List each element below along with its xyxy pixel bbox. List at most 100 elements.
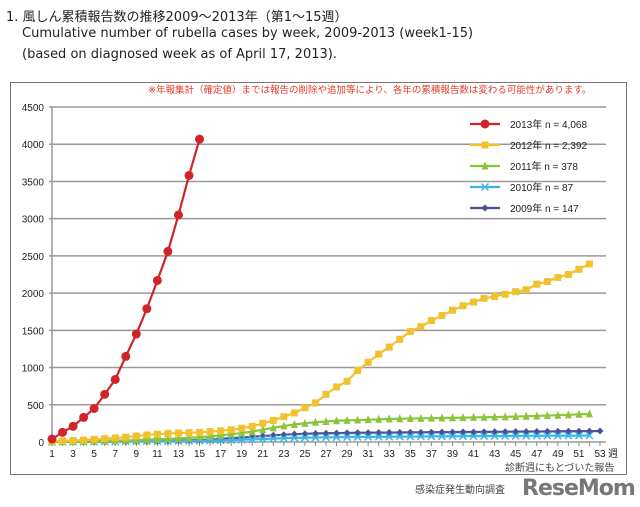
title-jp: 1. 風しん累積報告数の推移2009～2013年（第1～15週） bbox=[6, 10, 348, 25]
data-point bbox=[68, 421, 78, 431]
data-point bbox=[89, 404, 99, 413]
chart-frame bbox=[10, 82, 627, 475]
data-point bbox=[321, 433, 331, 442]
x-tick-label: 31 bbox=[363, 449, 375, 460]
data-point bbox=[333, 383, 341, 391]
y-tick-label: 500 bbox=[27, 401, 44, 412]
footer-line1: 診断週にもとづいた報告 bbox=[505, 463, 615, 474]
data-point bbox=[458, 432, 468, 441]
y-tick-label: 2500 bbox=[22, 252, 45, 263]
data-point bbox=[196, 432, 204, 441]
series-line bbox=[51, 412, 590, 443]
data-point bbox=[290, 430, 298, 438]
x-tick-label: 21 bbox=[257, 449, 269, 460]
data-point bbox=[480, 412, 488, 421]
x-tick-label: 13 bbox=[173, 449, 185, 460]
data-point bbox=[481, 204, 489, 212]
x-tick-label: 15 bbox=[194, 449, 206, 460]
data-point bbox=[47, 434, 57, 444]
data-point bbox=[79, 412, 89, 422]
data-point bbox=[533, 411, 541, 420]
data-point bbox=[427, 413, 435, 422]
data-point bbox=[480, 432, 489, 441]
x-tick-label: 37 bbox=[426, 449, 438, 460]
data-point bbox=[279, 434, 288, 443]
x-tick-label: 17 bbox=[215, 449, 227, 460]
legend-label: 2011年 n = 378 bbox=[510, 160, 578, 173]
data-point bbox=[269, 423, 277, 432]
data-point bbox=[522, 431, 531, 440]
data-point bbox=[153, 434, 161, 443]
data-point bbox=[522, 286, 530, 294]
data-point bbox=[237, 435, 246, 444]
data-point bbox=[164, 429, 172, 437]
data-point bbox=[501, 431, 510, 441]
data-point bbox=[416, 432, 425, 441]
data-point bbox=[396, 335, 404, 343]
data-point bbox=[448, 432, 457, 441]
data-point bbox=[574, 431, 583, 440]
data-point bbox=[300, 433, 309, 442]
legend-label: 2013年 n = 4,068 bbox=[510, 118, 587, 131]
data-point bbox=[122, 433, 130, 441]
data-point bbox=[269, 416, 277, 424]
data-point bbox=[575, 265, 583, 273]
x-tick-label: 1 bbox=[49, 449, 55, 460]
data-point bbox=[217, 430, 225, 439]
data-point bbox=[481, 161, 489, 170]
data-point bbox=[481, 141, 489, 149]
y-tick-label: 0 bbox=[38, 438, 44, 449]
data-point bbox=[185, 429, 193, 437]
x-tick-label: 23 bbox=[278, 449, 290, 460]
data-point bbox=[195, 134, 205, 144]
data-point bbox=[385, 343, 393, 351]
data-point bbox=[90, 435, 98, 443]
data-point bbox=[543, 431, 552, 440]
data-point bbox=[290, 420, 298, 429]
watermark-logo: ReseMom bbox=[522, 476, 636, 501]
data-point bbox=[258, 434, 267, 444]
data-point bbox=[290, 409, 298, 417]
data-point bbox=[80, 436, 88, 444]
data-point bbox=[364, 358, 372, 366]
data-point bbox=[110, 374, 120, 384]
x-tick-label: 7 bbox=[112, 449, 118, 460]
data-point bbox=[153, 430, 161, 438]
data-point bbox=[575, 409, 583, 418]
data-point bbox=[417, 323, 425, 331]
data-point bbox=[132, 435, 140, 444]
data-point bbox=[131, 329, 141, 339]
data-point bbox=[111, 434, 119, 442]
data-point bbox=[533, 280, 541, 288]
data-point bbox=[101, 435, 109, 443]
data-point bbox=[311, 399, 319, 407]
x-tick-label: 3 bbox=[70, 449, 76, 460]
x-tick-label: 47 bbox=[531, 449, 543, 460]
x-tick-label: 25 bbox=[299, 449, 311, 460]
data-point bbox=[196, 428, 204, 436]
data-point bbox=[227, 436, 236, 445]
data-point bbox=[248, 435, 257, 444]
series-line bbox=[51, 434, 590, 444]
data-point bbox=[564, 431, 573, 440]
data-point bbox=[491, 412, 499, 421]
x-tick-label: 5 bbox=[91, 449, 97, 460]
data-point bbox=[343, 377, 351, 385]
y-tick-label: 4000 bbox=[22, 140, 45, 151]
data-point bbox=[132, 432, 140, 440]
data-point bbox=[459, 413, 467, 422]
data-point bbox=[58, 427, 68, 437]
data-point bbox=[512, 412, 520, 421]
data-point bbox=[343, 433, 352, 442]
data-point bbox=[543, 278, 551, 286]
data-point bbox=[280, 421, 288, 430]
legend-label: 2012年 n = 2,392 bbox=[510, 139, 587, 152]
data-point bbox=[406, 414, 414, 423]
y-tick-label: 2000 bbox=[22, 289, 45, 300]
x-tick-label: 49 bbox=[552, 449, 564, 460]
data-point bbox=[554, 273, 562, 281]
data-point bbox=[173, 210, 183, 220]
data-point bbox=[585, 409, 593, 418]
x-tick-label: 43 bbox=[489, 449, 501, 460]
data-point bbox=[543, 411, 551, 420]
